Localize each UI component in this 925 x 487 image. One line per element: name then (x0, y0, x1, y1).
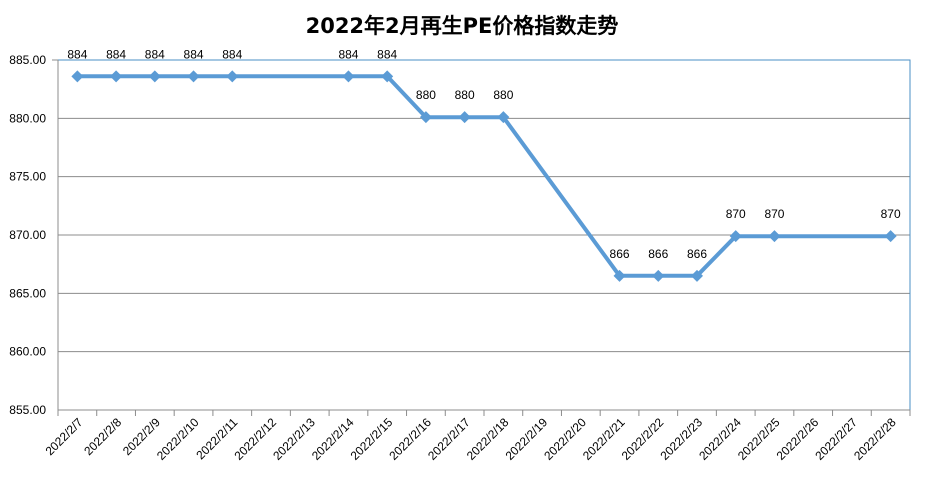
x-tick-label: 2022/2/10 (154, 415, 202, 463)
data-point-marker (652, 269, 665, 282)
data-label: 884 (222, 47, 242, 61)
series-line (75, 74, 893, 278)
data-label: 884 (338, 47, 358, 61)
data-label: 884 (184, 47, 204, 61)
data-point-marker (110, 70, 123, 83)
y-tick-label: 860.00 (9, 345, 46, 359)
grid-lines (58, 59, 910, 353)
data-labels: 884 884 884 884 884 884 884 880 880 880 866 866 866 8… (67, 47, 901, 261)
data-label: 880 (455, 88, 475, 102)
y-tick-label: 885.00 (9, 53, 46, 67)
x-tick-label: 2022/2/8 (81, 415, 124, 458)
data-label: 884 (377, 47, 397, 61)
data-label: 870 (764, 207, 784, 221)
chart-title: 2022年2月再生PE价格指数走势 (306, 14, 619, 38)
data-label: 884 (106, 47, 126, 61)
data-point-marker (342, 70, 355, 83)
data-point-marker (884, 230, 897, 243)
y-tick-label: 870.00 (9, 228, 46, 242)
x-tick-labels: 2022/2/72022/2/82022/2/92022/2/102022/2/… (43, 415, 899, 463)
data-point-marker (419, 111, 432, 124)
data-point-marker (691, 269, 703, 282)
y-tick-label: 855.00 (9, 403, 46, 417)
data-point-marker (148, 70, 161, 83)
x-tick-label: 2022/2/28 (851, 415, 899, 463)
data-label: 866 (687, 247, 707, 261)
y-tick-labels: 855.00 860.00 865.00 870.00 875.00 880.00 885.… (9, 53, 46, 417)
data-point-marker (226, 70, 239, 83)
y-tick-label: 865.00 (9, 286, 46, 300)
series (71, 70, 897, 282)
x-tick-label: 2022/2/7 (43, 415, 86, 458)
data-label: 870 (726, 207, 746, 221)
data-point-marker (613, 269, 626, 282)
data-point-marker (729, 230, 742, 243)
y-tick-label: 875.00 (9, 170, 46, 184)
data-label: 880 (493, 88, 513, 102)
data-point-marker (187, 70, 200, 83)
data-label: 884 (67, 47, 87, 61)
data-label: 870 (881, 207, 901, 221)
data-label: 884 (145, 47, 165, 61)
data-point-marker (768, 230, 781, 243)
data-label: 866 (648, 247, 668, 261)
data-label: 880 (416, 88, 436, 102)
data-point-marker (497, 111, 510, 124)
data-point-marker (458, 111, 471, 124)
data-label: 866 (610, 247, 630, 261)
axes (52, 59, 911, 416)
data-point-marker (71, 70, 84, 83)
y-tick-label: 880.00 (9, 111, 46, 125)
data-point-marker (381, 70, 394, 83)
